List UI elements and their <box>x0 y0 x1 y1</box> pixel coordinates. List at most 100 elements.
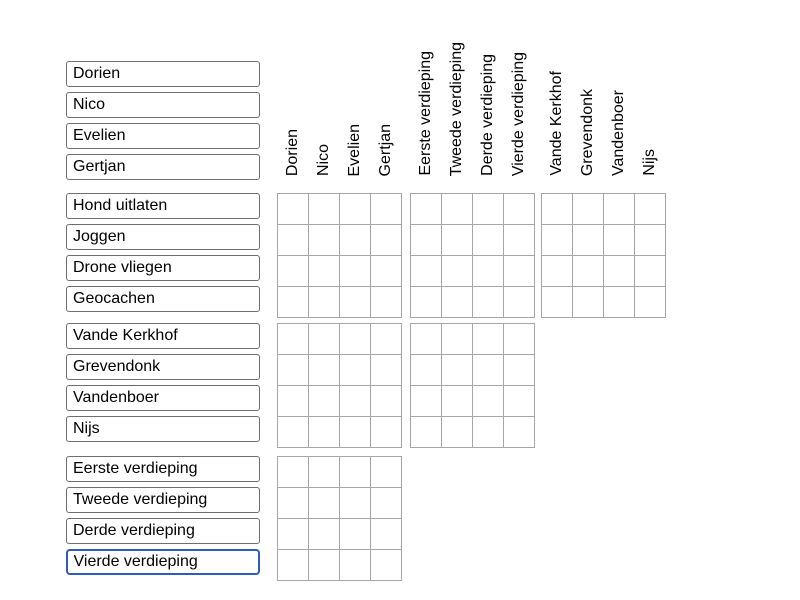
grid-cell-surnames-floors-r1c4[interactable] <box>504 324 534 354</box>
grid-cell-surnames-names-r1c3[interactable] <box>340 324 370 354</box>
grid-cell-activities-names-r4c3[interactable] <box>340 287 370 317</box>
grid-cell-activities-names-r4c2[interactable] <box>309 287 339 317</box>
grid-cell-activities-surnames-r1c1[interactable] <box>542 194 572 224</box>
grid-cell-activities-surnames-r1c3[interactable] <box>604 194 634 224</box>
grid-cell-activities-names-r3c2[interactable] <box>309 256 339 286</box>
grid-cell-surnames-floors-r4c2[interactable] <box>442 417 472 447</box>
grid-cell-surnames-names-r1c2[interactable] <box>309 324 339 354</box>
grid-cell-surnames-floors-r4c1[interactable] <box>411 417 441 447</box>
grid-cell-surnames-names-r3c4[interactable] <box>371 386 401 416</box>
input-surnames-4[interactable] <box>66 416 260 442</box>
grid-cell-activities-names-r4c1[interactable] <box>278 287 308 317</box>
grid-cell-floors-names-r4c1[interactable] <box>278 550 308 580</box>
grid-cell-surnames-names-r2c3[interactable] <box>340 355 370 385</box>
grid-cell-activities-surnames-r2c1[interactable] <box>542 225 572 255</box>
grid-cell-floors-names-r3c2[interactable] <box>309 519 339 549</box>
grid-cell-floors-names-r1c3[interactable] <box>340 457 370 487</box>
grid-cell-surnames-names-r1c4[interactable] <box>371 324 401 354</box>
grid-cell-surnames-floors-r2c2[interactable] <box>442 355 472 385</box>
grid-cell-activities-surnames-r3c2[interactable] <box>573 256 603 286</box>
grid-cell-surnames-names-r4c2[interactable] <box>309 417 339 447</box>
grid-cell-activities-floors-r4c2[interactable] <box>442 287 472 317</box>
grid-cell-activities-floors-r3c3[interactable] <box>473 256 503 286</box>
grid-cell-activities-names-r3c4[interactable] <box>371 256 401 286</box>
grid-cell-surnames-names-r3c3[interactable] <box>340 386 370 416</box>
grid-cell-activities-names-r2c3[interactable] <box>340 225 370 255</box>
input-floors-1[interactable] <box>66 456 260 482</box>
grid-cell-activities-surnames-r3c4[interactable] <box>635 256 665 286</box>
grid-cell-activities-floors-r4c3[interactable] <box>473 287 503 317</box>
input-activities-4[interactable] <box>66 286 260 312</box>
input-surnames-1[interactable] <box>66 323 260 349</box>
grid-cell-surnames-floors-r2c3[interactable] <box>473 355 503 385</box>
grid-cell-activities-names-r2c2[interactable] <box>309 225 339 255</box>
grid-cell-surnames-names-r4c4[interactable] <box>371 417 401 447</box>
grid-cell-activities-floors-r1c3[interactable] <box>473 194 503 224</box>
grid-cell-floors-names-r4c3[interactable] <box>340 550 370 580</box>
grid-cell-activities-names-r3c1[interactable] <box>278 256 308 286</box>
grid-cell-surnames-floors-r3c3[interactable] <box>473 386 503 416</box>
grid-cell-surnames-names-r3c1[interactable] <box>278 386 308 416</box>
input-surnames-3[interactable] <box>66 385 260 411</box>
grid-cell-floors-names-r3c3[interactable] <box>340 519 370 549</box>
grid-cell-activities-surnames-r4c4[interactable] <box>635 287 665 317</box>
grid-cell-activities-surnames-r2c4[interactable] <box>635 225 665 255</box>
grid-cell-activities-surnames-r3c3[interactable] <box>604 256 634 286</box>
grid-cell-activities-floors-r4c1[interactable] <box>411 287 441 317</box>
input-names-3[interactable] <box>66 123 260 149</box>
grid-cell-floors-names-r2c1[interactable] <box>278 488 308 518</box>
grid-cell-activities-names-r3c3[interactable] <box>340 256 370 286</box>
grid-cell-surnames-names-r2c4[interactable] <box>371 355 401 385</box>
grid-cell-activities-names-r4c4[interactable] <box>371 287 401 317</box>
grid-cell-activities-floors-r2c1[interactable] <box>411 225 441 255</box>
grid-cell-surnames-floors-r4c4[interactable] <box>504 417 534 447</box>
grid-cell-surnames-names-r3c2[interactable] <box>309 386 339 416</box>
grid-cell-floors-names-r4c4[interactable] <box>371 550 401 580</box>
grid-cell-floors-names-r1c2[interactable] <box>309 457 339 487</box>
input-floors-2[interactable] <box>66 487 260 513</box>
grid-cell-activities-floors-r2c4[interactable] <box>504 225 534 255</box>
grid-cell-surnames-floors-r1c2[interactable] <box>442 324 472 354</box>
input-activities-2[interactable] <box>66 224 260 250</box>
grid-cell-surnames-names-r2c2[interactable] <box>309 355 339 385</box>
grid-cell-activities-surnames-r2c3[interactable] <box>604 225 634 255</box>
input-names-4[interactable] <box>66 154 260 180</box>
grid-cell-floors-names-r3c4[interactable] <box>371 519 401 549</box>
grid-cell-floors-names-r3c1[interactable] <box>278 519 308 549</box>
grid-cell-activities-names-r2c1[interactable] <box>278 225 308 255</box>
grid-cell-activities-floors-r3c1[interactable] <box>411 256 441 286</box>
input-surnames-2[interactable] <box>66 354 260 380</box>
grid-cell-activities-surnames-r1c4[interactable] <box>635 194 665 224</box>
grid-cell-activities-floors-r2c2[interactable] <box>442 225 472 255</box>
input-floors-3[interactable] <box>66 518 260 544</box>
grid-cell-activities-surnames-r4c1[interactable] <box>542 287 572 317</box>
grid-cell-activities-surnames-r1c2[interactable] <box>573 194 603 224</box>
grid-cell-surnames-floors-r2c1[interactable] <box>411 355 441 385</box>
grid-cell-surnames-floors-r1c3[interactable] <box>473 324 503 354</box>
grid-cell-activities-floors-r2c3[interactable] <box>473 225 503 255</box>
grid-cell-activities-floors-r3c4[interactable] <box>504 256 534 286</box>
grid-cell-activities-names-r1c2[interactable] <box>309 194 339 224</box>
input-activities-1[interactable] <box>66 193 260 219</box>
grid-cell-surnames-names-r4c3[interactable] <box>340 417 370 447</box>
grid-cell-activities-surnames-r4c2[interactable] <box>573 287 603 317</box>
grid-cell-surnames-floors-r3c1[interactable] <box>411 386 441 416</box>
grid-cell-surnames-floors-r1c1[interactable] <box>411 324 441 354</box>
grid-cell-activities-floors-r1c2[interactable] <box>442 194 472 224</box>
grid-cell-activities-floors-r1c4[interactable] <box>504 194 534 224</box>
grid-cell-activities-names-r1c1[interactable] <box>278 194 308 224</box>
input-activities-3[interactable] <box>66 255 260 281</box>
grid-cell-surnames-names-r1c1[interactable] <box>278 324 308 354</box>
grid-cell-surnames-floors-r3c2[interactable] <box>442 386 472 416</box>
grid-cell-activities-surnames-r4c3[interactable] <box>604 287 634 317</box>
grid-cell-floors-names-r4c2[interactable] <box>309 550 339 580</box>
grid-cell-floors-names-r1c1[interactable] <box>278 457 308 487</box>
grid-cell-activities-surnames-r2c2[interactable] <box>573 225 603 255</box>
input-floors-4-focused[interactable] <box>66 549 260 575</box>
grid-cell-activities-floors-r3c2[interactable] <box>442 256 472 286</box>
grid-cell-surnames-names-r2c1[interactable] <box>278 355 308 385</box>
grid-cell-surnames-floors-r2c4[interactable] <box>504 355 534 385</box>
grid-cell-floors-names-r2c2[interactable] <box>309 488 339 518</box>
grid-cell-surnames-names-r4c1[interactable] <box>278 417 308 447</box>
grid-cell-floors-names-r2c4[interactable] <box>371 488 401 518</box>
